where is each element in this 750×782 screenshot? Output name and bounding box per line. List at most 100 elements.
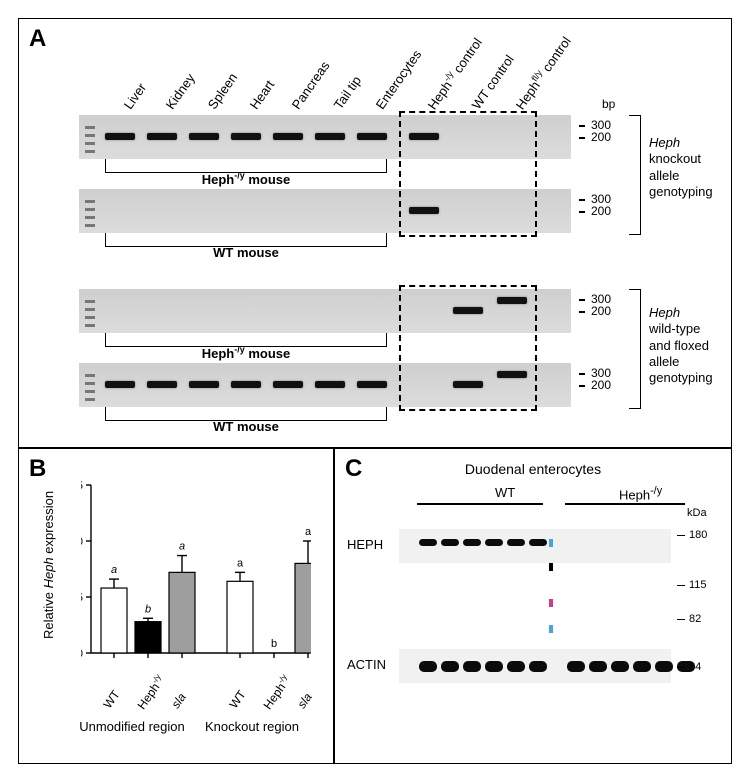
ladder-icon [83,115,103,159]
control-dashed-box [399,111,537,237]
blot-heading: Heph-/y [619,485,662,502]
gel-band [147,133,177,140]
bar [295,563,311,653]
label-ko-genotyping: Heph knockout allele genotyping [649,135,713,200]
kda-label: 180 [689,529,707,541]
bp-label: 200 [591,378,611,392]
ladder-icon [83,189,103,233]
panel-b-label: B [29,455,46,483]
lane-label: Enterocytes [373,47,425,112]
svg-text:0.5: 0.5 [81,592,83,604]
svg-text:a: a [179,541,185,553]
bp-label: 200 [591,204,611,218]
panel-a-label: A [29,25,46,53]
gel-band [147,381,177,388]
gel-group-label: WT mouse [105,419,387,434]
bracket-ko-genotyping [629,115,641,235]
blot-band [655,661,673,672]
lane-label: Tail tip [331,73,364,112]
kda-header: kDa [687,507,707,519]
gel-band [231,381,261,388]
kda-tick [677,667,685,668]
x-category-label: sla [295,690,315,711]
bp-label: 200 [591,130,611,144]
lane-label: Liver [121,80,149,112]
bar [135,622,161,653]
bp-label: 200 [591,304,611,318]
gel-band [189,133,219,140]
protein-label: HEPH [347,537,383,552]
bar [227,581,253,653]
blot-band [633,661,651,672]
lane-label: Hephfl/y control [512,33,574,112]
blot-band [441,661,459,672]
kda-tick [677,535,685,536]
gel-band [273,381,303,388]
svg-text:a: a [305,526,311,538]
bar [101,588,127,653]
blot-band [463,539,481,546]
blot-band [529,661,547,672]
blot-band [463,661,481,672]
kda-label: 82 [689,613,701,625]
bp-tick [579,311,585,313]
bp-tick [579,125,585,127]
blot-band [567,661,585,672]
bp-tick [579,137,585,139]
lane-label: Pancreas [289,58,333,112]
gel-group-label: Heph-/y mouse [105,171,387,187]
blot-band [485,539,503,546]
svg-text:a: a [237,557,244,569]
panel-a: A LiverKidneySpleenHeartPancreasTail tip… [18,18,732,448]
svg-text:1.5: 1.5 [81,480,83,492]
gel-band [273,133,303,140]
svg-text:1.0: 1.0 [81,536,83,548]
lane-label: Kidney [163,71,198,112]
x-category-label: Heph-/y [134,673,168,712]
blot-band [507,539,525,546]
ladder-icon [83,289,103,333]
blot-band [485,661,503,672]
gel-band [315,381,345,388]
marker-stripe [549,625,553,633]
gel-band [105,133,135,140]
bp-tick [579,373,585,375]
svg-text:b: b [271,638,277,650]
membrane [399,529,671,563]
blot-heading: WT [495,485,515,500]
kda-tick [677,619,685,620]
svg-text:0: 0 [81,648,83,659]
x-category-label: Heph-/y [260,673,294,712]
bp-tick [579,211,585,213]
bar-chart-svg: 00.51.01.5abaaba [81,479,311,659]
bracket-wt-floxed-genotyping [629,289,641,409]
lane-label: WT control [469,52,517,112]
gel-group-label: Heph-/y mouse [105,345,387,361]
gel-band [105,381,135,388]
blot-band [507,661,525,672]
heading-underline [417,503,543,505]
panel-c: C Duodenal enterocytes kDa WTHeph-/yHEPH… [334,448,732,764]
gel-band [231,133,261,140]
svg-text:b: b [145,603,151,615]
blot-band [419,539,437,546]
gel-band [357,381,387,388]
blot-band [419,661,437,672]
panel-b: B Relative Heph expression 00.51.01.5aba… [18,448,334,764]
kda-label: 64 [689,661,701,673]
marker-stripe [549,599,553,607]
heading-underline [565,503,685,505]
x-category-label: WT [101,688,123,711]
panel-a-lane-labels: LiverKidneySpleenHeartPancreasTail tipEn… [97,27,537,112]
bar [169,572,195,653]
figure-root: A LiverKidneySpleenHeartPancreasTail tip… [0,0,750,782]
bp-header: bp [602,97,615,111]
panel-c-title: Duodenal enterocytes [335,461,731,477]
gel-group-label: WT mouse [105,245,387,260]
bp-tick [579,299,585,301]
gel-band [315,133,345,140]
marker-stripe [549,563,553,571]
marker-stripe [549,539,553,547]
protein-label: ACTIN [347,657,386,672]
label-wt-floxed-genotyping: Heph wild-type and floxed allele genotyp… [649,305,713,386]
